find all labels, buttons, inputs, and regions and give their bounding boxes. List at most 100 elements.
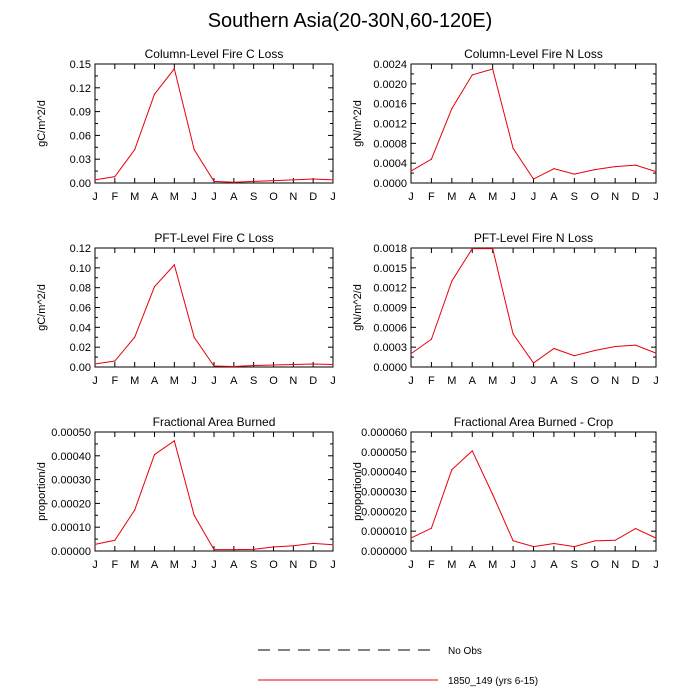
chart-title: Fractional Area Burned — [153, 415, 276, 429]
y-axis-label: gN/m^2/d — [352, 284, 364, 331]
x-tick-label: O — [269, 375, 278, 387]
data-point — [430, 158, 433, 160]
x-tick-label: D — [632, 559, 640, 571]
y-tick-label: 0.000050 — [361, 447, 407, 459]
x-tick-label: J — [191, 375, 197, 387]
data-point — [614, 539, 616, 541]
data-point — [153, 454, 156, 456]
y-tick-label: 0.03 — [70, 154, 91, 166]
x-tick-label: J — [510, 559, 516, 571]
y-tick-label: 0.08 — [70, 283, 91, 295]
data-point — [634, 527, 637, 530]
data-point — [471, 248, 473, 250]
y-tick-label: 0.10 — [70, 263, 91, 275]
series-line-1 — [94, 263, 334, 368]
x-tick-label: J — [330, 559, 336, 571]
y-tick-label: 0.0024 — [373, 59, 407, 71]
data-point — [292, 545, 294, 547]
series-line-1 — [94, 439, 334, 551]
y-tick-label: 0.000060 — [361, 427, 407, 439]
y-tick-label: 0.15 — [70, 59, 91, 71]
x-tick-label: D — [632, 191, 640, 203]
data-point — [94, 179, 96, 181]
series-line-1 — [94, 67, 334, 183]
x-tick-label: A — [151, 191, 159, 203]
x-tick-label: A — [230, 375, 238, 387]
data-point — [114, 360, 116, 362]
plot-frame — [410, 63, 657, 184]
x-tick-label: J — [211, 559, 217, 571]
plot-frame — [410, 247, 657, 368]
data-point — [332, 544, 334, 546]
x-tick-label: S — [571, 375, 578, 387]
data-point — [553, 347, 555, 350]
y-tick-label: 0.0015 — [373, 263, 407, 275]
x-tick-label: J — [330, 375, 336, 387]
x-tick-label: S — [571, 559, 578, 571]
y-axis-label: gN/m^2/d — [352, 100, 364, 147]
x-tick-label: J — [92, 559, 98, 571]
data-point — [292, 179, 294, 181]
x-tick-label: M — [447, 191, 456, 203]
x-tick-label: M — [130, 375, 139, 387]
y-tick-label: 0.0004 — [373, 158, 407, 170]
y-tick-label: 0.00030 — [51, 475, 91, 487]
data-point — [573, 546, 575, 548]
data-point — [532, 178, 535, 180]
chart-title: Column-Level Fire N Loss — [464, 47, 603, 61]
data-point — [312, 542, 314, 544]
chart-panel-3: J F M A M J J A S O N D J0.000.020.040.060.080.100.1… — [36, 231, 336, 387]
x-tick-label: F — [111, 375, 118, 387]
data-point — [655, 352, 657, 354]
chart-panel-1: J F M A M J J A S O N D J0.000.030.060.090.120.15Col… — [36, 47, 336, 203]
y-tick-label: 0.0016 — [373, 99, 407, 111]
data-point — [173, 68, 175, 70]
series-line-1 — [410, 68, 657, 180]
x-tick-label: J — [653, 559, 659, 571]
y-tick-label: 0.09 — [70, 107, 91, 119]
x-tick-label: J — [92, 375, 98, 387]
y-tick-label: 0.00000 — [51, 546, 91, 558]
data-point — [233, 548, 235, 551]
y-tick-label: 0.00 — [70, 178, 91, 190]
data-point — [253, 364, 255, 367]
x-tick-label: N — [611, 191, 619, 203]
data-point — [193, 149, 195, 151]
data-point — [512, 333, 514, 335]
data-point — [312, 178, 314, 180]
y-tick-label: 0.0012 — [373, 119, 407, 131]
data-point — [153, 286, 156, 288]
x-tick-label: S — [250, 191, 257, 203]
data-point — [193, 336, 195, 338]
y-tick-label: 0.00010 — [51, 522, 91, 534]
x-tick-label: M — [488, 559, 497, 571]
data-point — [492, 248, 494, 250]
data-point — [213, 365, 215, 367]
x-tick-label: N — [611, 559, 619, 571]
data-point — [233, 181, 235, 183]
y-axis-label: gC/m^2/d — [36, 284, 48, 331]
data-point — [451, 280, 453, 282]
x-tick-label: A — [469, 559, 477, 571]
y-tick-label: 0.0009 — [373, 303, 407, 315]
y-tick-label: 0.12 — [70, 83, 91, 95]
data-point — [634, 344, 637, 346]
x-tick-label: A — [230, 559, 238, 571]
data-point — [655, 537, 657, 539]
data-point — [173, 440, 175, 442]
data-point — [173, 264, 175, 266]
y-axis-label: proportion/d — [36, 462, 48, 521]
data-point — [471, 74, 473, 76]
data-point — [430, 527, 433, 529]
x-tick-label: J — [92, 191, 98, 203]
chart-panel-2: J F M A M J J A S O N D J0.00000.00040.00080.00120.0… — [352, 47, 659, 203]
x-tick-label: J — [408, 559, 414, 571]
plot-frame — [94, 63, 334, 184]
y-tick-label: 0.0008 — [373, 138, 407, 150]
x-tick-label: J — [531, 375, 537, 387]
data-point — [213, 548, 215, 551]
x-tick-label: M — [447, 559, 456, 571]
y-tick-label: 0.02 — [70, 342, 91, 354]
data-point — [512, 540, 514, 542]
